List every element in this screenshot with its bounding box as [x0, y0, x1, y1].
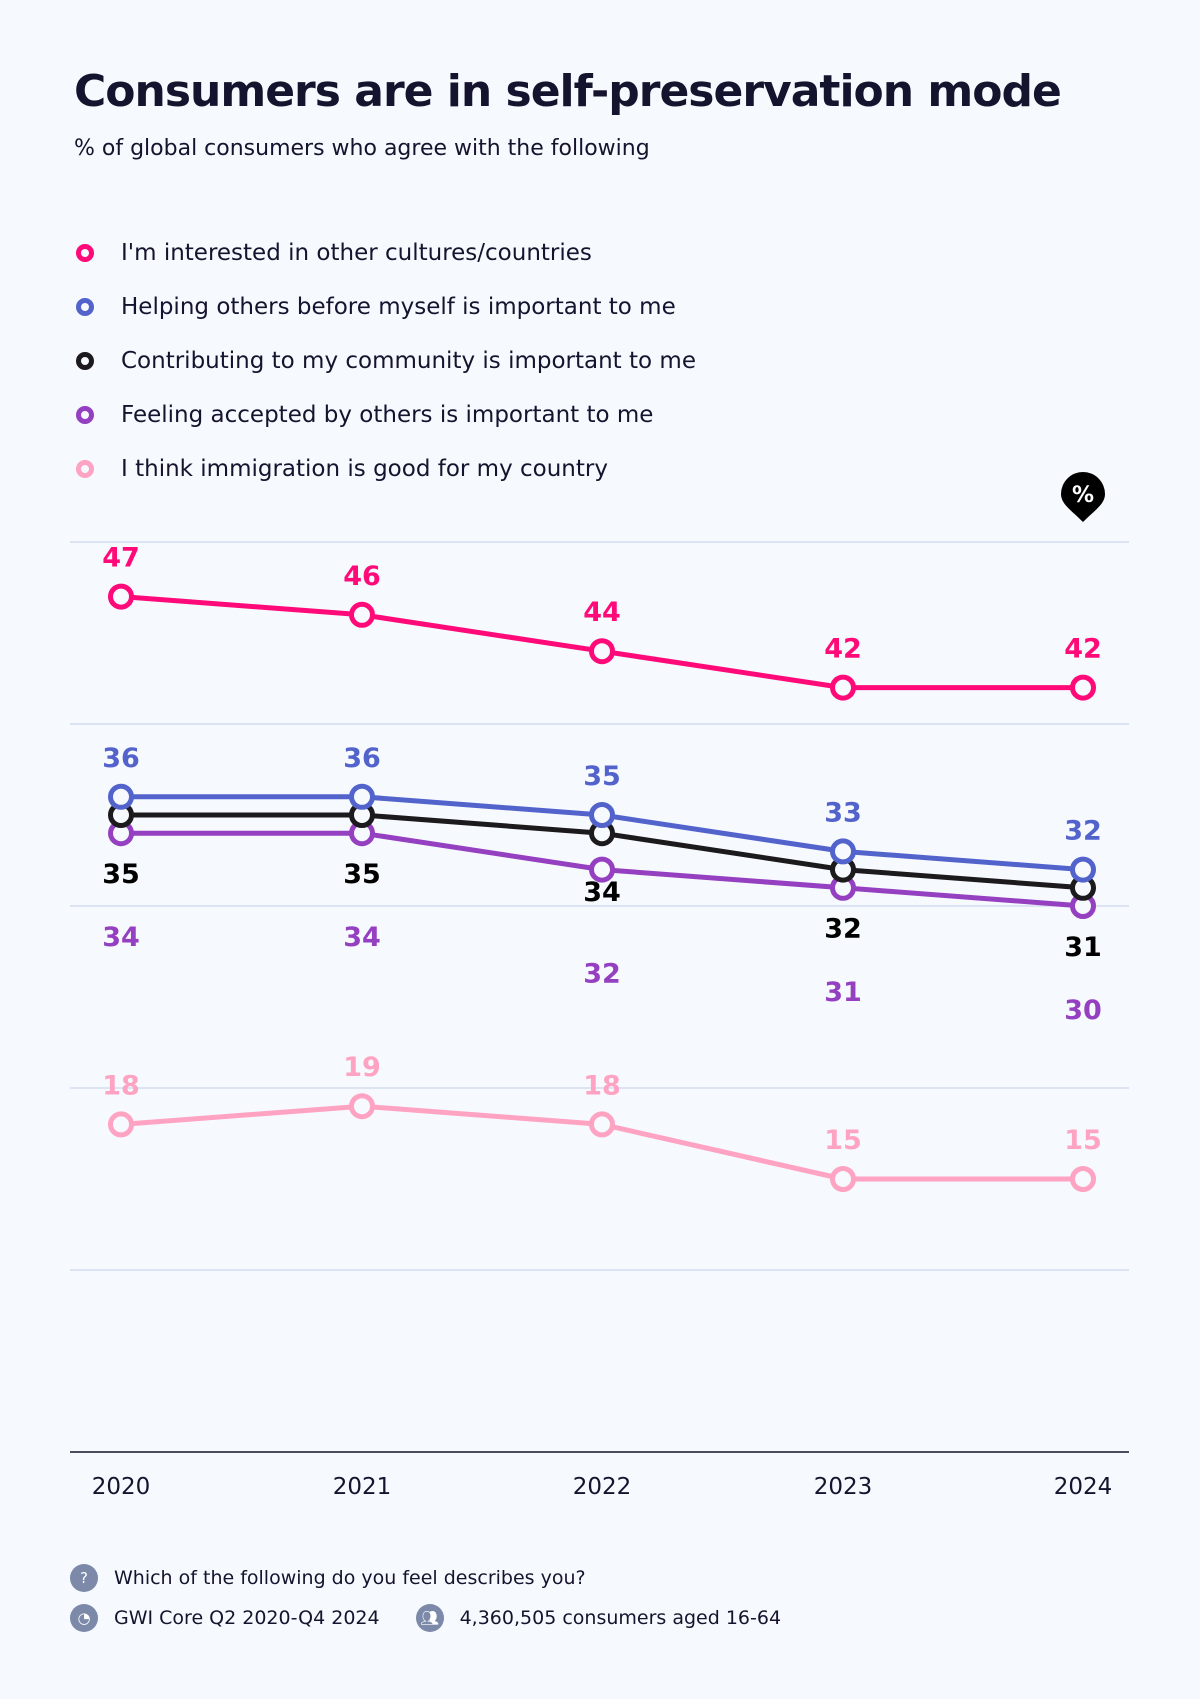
data-label: 31 — [824, 977, 862, 1008]
data-point — [349, 601, 375, 628]
people-icon: 👥︎ — [415, 1604, 444, 1632]
data-label: 18 — [583, 1070, 621, 1101]
data-point — [830, 838, 856, 865]
legend-item: I'm interested in other cultures/countri… — [70, 226, 696, 280]
data-point — [108, 783, 134, 810]
legend-label: I think immigration is good for my count… — [121, 456, 608, 482]
data-label: 46 — [343, 561, 381, 592]
data-label: 32 — [824, 914, 862, 945]
data-label: 36 — [102, 743, 140, 774]
data-point — [1070, 674, 1096, 701]
data-point — [1070, 1166, 1096, 1192]
source-text: GWI Core Q2 2020-Q4 2024 — [114, 1607, 380, 1629]
pie-chart-icon: ◔ — [70, 1604, 98, 1632]
data-label: 34 — [583, 877, 621, 908]
data-label: 34 — [102, 922, 140, 953]
data-label: 15 — [1064, 1125, 1102, 1156]
data-point — [830, 674, 856, 701]
legend-marker-icon — [76, 406, 94, 424]
data-point — [349, 783, 375, 810]
x-tick-label: 2024 — [1054, 1474, 1113, 1500]
legend: I'm interested in other cultures/countri… — [70, 226, 696, 496]
data-point — [349, 1093, 375, 1120]
data-label: 15 — [824, 1125, 862, 1156]
legend-marker-icon — [76, 298, 94, 316]
legend-item: Helping others before myself is importan… — [70, 280, 696, 334]
legend-label: I'm interested in other cultures/countri… — [121, 240, 592, 266]
chart-title: Consumers are in self-preservation mode — [74, 66, 1062, 117]
data-label: 42 — [1064, 634, 1102, 665]
legend-label: Contributing to my community is importan… — [121, 348, 696, 374]
x-tick-label: 2020 — [92, 1474, 151, 1500]
legend-marker-icon — [76, 244, 94, 262]
data-point — [830, 1166, 856, 1192]
x-tick-label: 2021 — [333, 1474, 392, 1500]
question-text: Which of the following do you feel descr… — [114, 1567, 586, 1589]
data-label: 44 — [583, 597, 621, 628]
data-label: 18 — [102, 1070, 140, 1101]
legend-label: Helping others before myself is importan… — [121, 294, 676, 320]
data-point — [1070, 856, 1096, 883]
data-label: 47 — [102, 543, 140, 574]
data-label: 32 — [583, 959, 621, 990]
data-point — [108, 1111, 134, 1138]
data-label: 36 — [343, 743, 381, 774]
data-label: 19 — [343, 1052, 381, 1083]
data-label: 35 — [343, 859, 381, 890]
legend-label: Feeling accepted by others is important … — [121, 402, 654, 428]
data-label: 35 — [102, 859, 140, 890]
data-label: 30 — [1064, 995, 1102, 1026]
footer: ? Which of the following do you feel des… — [70, 1558, 781, 1638]
legend-marker-icon — [76, 460, 94, 478]
chart-subtitle: % of global consumers who agree with the… — [74, 136, 650, 161]
data-label: 32 — [1064, 816, 1102, 847]
x-tick-label: 2023 — [814, 1474, 873, 1500]
legend-item: Contributing to my community is importan… — [70, 334, 696, 388]
data-label: 42 — [824, 634, 862, 665]
data-point — [589, 856, 615, 883]
data-label: 34 — [343, 922, 381, 953]
percent-badge-icon — [1061, 472, 1105, 522]
line-chart: 2020 2021 2022 2023 2024% 18 19 18 15 15 34 34 32 31 3… — [70, 472, 1129, 1500]
data-point — [589, 802, 615, 828]
data-label: 31 — [1064, 932, 1102, 963]
sample-text: 4,360,505 consumers aged 16-64 — [459, 1607, 782, 1629]
data-label: 35 — [583, 761, 621, 792]
data-point — [589, 638, 615, 665]
data-point — [108, 583, 134, 610]
data-label: 33 — [824, 797, 862, 828]
question-icon: ? — [70, 1564, 98, 1592]
legend-item: Feeling accepted by others is important … — [70, 388, 696, 442]
percent-badge-label: % — [1072, 483, 1094, 508]
x-tick-label: 2022 — [573, 1474, 632, 1500]
legend-marker-icon — [76, 352, 94, 370]
legend-item: I think immigration is good for my count… — [70, 442, 696, 496]
data-point — [589, 1111, 615, 1138]
